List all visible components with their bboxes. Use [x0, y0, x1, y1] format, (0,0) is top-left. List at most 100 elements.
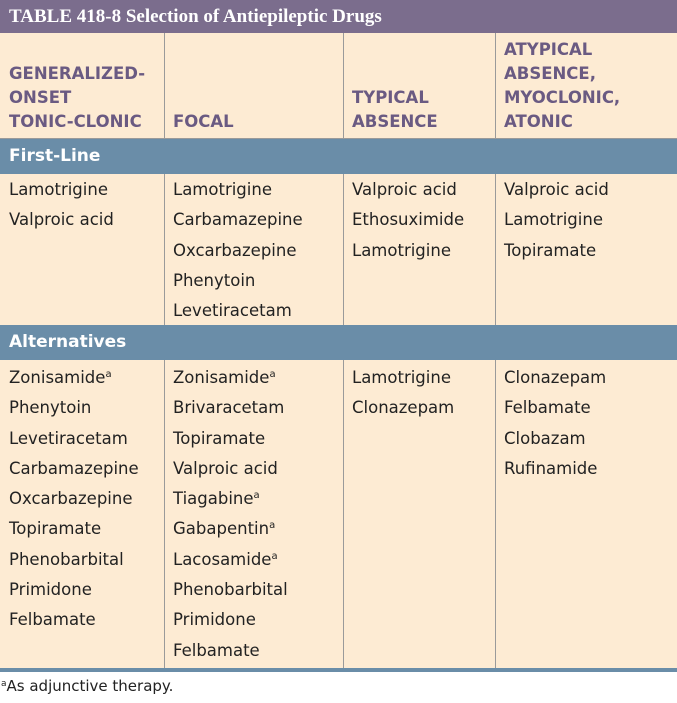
drug-item: Levetiracetam: [9, 424, 139, 454]
drug-name: Oxcarbazepine: [173, 240, 297, 260]
column-divider: [343, 360, 344, 668]
drug-name: Lamotrigine: [504, 210, 603, 230]
drug-name: Felbamate: [504, 398, 591, 418]
drug-item: Phenytoin: [173, 266, 303, 296]
drug-name: Primidone: [173, 610, 256, 630]
drug-item: Felbamate: [173, 636, 288, 666]
drug-name: Valproic acid: [352, 180, 457, 199]
drug-item: Lamotrigine: [504, 205, 609, 235]
drug-name: Gabapentin: [173, 519, 270, 539]
footnote-text: As adjunctive therapy.: [6, 677, 174, 695]
drug-item: Topiramate: [9, 514, 139, 544]
drug-item: Primidone: [9, 575, 139, 605]
section-first-line: First-Line: [0, 139, 677, 174]
drug-name: Phenytoin: [9, 398, 92, 418]
drug-name: Phenobarbital: [173, 580, 288, 600]
header-typical-absence: TYPICAL ABSENCE: [352, 88, 438, 131]
drug-name: Carbamazepine: [9, 458, 139, 478]
drug-name: Ethosuximide: [352, 210, 465, 230]
alternatives-generalized-cell: Zonisamidea Phenytoin Levetiracetam Carbama…: [9, 363, 139, 636]
drug-item: Zonisamidea: [9, 363, 139, 393]
drug-item: Brivaracetam: [173, 393, 288, 423]
drug-name: Lacosamide: [173, 549, 272, 569]
footnote: aAs adjunctive therapy.: [1, 676, 173, 696]
drug-item: Phenobarbital: [173, 575, 288, 605]
drug-name: Lamotrigine: [9, 180, 108, 199]
column-divider: [495, 33, 496, 139]
drug-item: Topiramate: [504, 236, 609, 266]
drug-name: Zonisamide: [173, 368, 270, 387]
footnote-marker: a: [105, 369, 112, 380]
drug-item: Oxcarbazepine: [9, 484, 139, 514]
first-line-focal-cell: Lamotrigine Carbamazepine Oxcarbazepine Phe…: [173, 175, 303, 326]
column-divider: [495, 360, 496, 668]
column-divider: [343, 174, 344, 325]
footnote-marker: a: [271, 550, 278, 562]
drug-item: Zonisamidea: [173, 363, 288, 393]
drug-name: Topiramate: [9, 519, 102, 539]
drug-item: Tiagabinea: [173, 484, 288, 514]
footnote-marker: a: [269, 369, 276, 380]
drug-item: Clobazam: [504, 424, 606, 454]
drug-name: Valproic acid: [504, 180, 609, 199]
drug-name: Felbamate: [9, 610, 96, 630]
drug-name: Levetiracetam: [173, 301, 292, 321]
drug-name: Levetiracetam: [9, 428, 128, 448]
drug-item: Valproic acid: [504, 175, 609, 205]
drug-name: Tiagabine: [173, 489, 254, 509]
drug-name: Phenobarbital: [9, 549, 124, 569]
drug-item: Lamotrigine: [352, 363, 454, 393]
drug-item: Oxcarbazepine: [173, 236, 303, 266]
drug-name: Felbamate: [173, 640, 260, 660]
drug-item: Rufinamide: [504, 454, 606, 484]
drug-name: Oxcarbazepine: [9, 489, 133, 509]
drug-item: Ethosuximide: [352, 205, 464, 235]
drug-name: Valproic acid: [9, 210, 114, 230]
drug-name: Topiramate: [504, 240, 597, 260]
column-divider: [164, 33, 165, 139]
drug-item: Lamotrigine: [173, 175, 303, 205]
drug-name: Clobazam: [504, 428, 586, 448]
drug-item: Clonazepam: [504, 363, 606, 393]
column-divider: [343, 33, 344, 139]
footnote-marker: a: [253, 490, 260, 502]
drug-item: Lamotrigine: [352, 236, 464, 266]
first-line-typical-absence-cell: Valproic acid Ethosuximide Lamotrigine: [352, 175, 464, 266]
drug-item: Phenytoin: [9, 393, 139, 423]
alternatives-atypical-absence-cell: Clonazepam Felbamate Clobazam Rufinamide: [504, 363, 606, 484]
drug-item: Phenobarbital: [9, 545, 139, 575]
header-atypical-absence: ATYPICAL ABSENCE, MYOCLONIC, ATONIC: [504, 40, 621, 131]
drug-item: Carbamazepine: [9, 454, 139, 484]
drug-name: Lamotrigine: [352, 240, 451, 260]
alternatives-typical-absence-cell: Lamotrigine Clonazepam: [352, 363, 454, 424]
drug-name: Valproic acid: [173, 458, 278, 478]
drug-item: Lamotrigine: [9, 175, 114, 205]
drug-name: Zonisamide: [9, 368, 106, 387]
drug-name: Clonazepam: [504, 368, 607, 387]
drug-name: Lamotrigine: [173, 180, 272, 199]
drug-item: Topiramate: [173, 424, 288, 454]
drug-name: Primidone: [9, 580, 92, 600]
header-generalized: GENERALIZED- ONSET TONIC-CLONIC: [9, 64, 146, 131]
drug-item: Carbamazepine: [173, 205, 303, 235]
section-alternatives: Alternatives: [0, 325, 677, 360]
table-bottom-rule: [0, 668, 677, 672]
drug-item: Primidone: [173, 605, 288, 635]
drug-table: GENERALIZED- ONSET TONIC-CLONIC FOCAL TY…: [0, 33, 677, 668]
drug-name: Topiramate: [173, 428, 266, 448]
drug-item: Gabapentina: [173, 514, 288, 544]
alternatives-focal-cell: Zonisamidea Brivaracetam Topiramate Valproi…: [173, 363, 288, 666]
drug-name: Rufinamide: [504, 458, 598, 478]
header-focal: FOCAL: [173, 112, 234, 131]
drug-item: Valproic acid: [173, 454, 288, 484]
drug-item: Clonazepam: [352, 393, 454, 423]
footnote-mark: a: [1, 679, 7, 689]
drug-item: Felbamate: [504, 393, 606, 423]
first-line-atypical-absence-cell: Valproic acid Lamotrigine Topiramate: [504, 175, 609, 266]
drug-name: Phenytoin: [173, 270, 256, 290]
drug-item: Levetiracetam: [173, 296, 303, 326]
drug-name: Carbamazepine: [173, 210, 303, 230]
drug-name: Brivaracetam: [173, 398, 285, 418]
column-divider: [164, 360, 165, 668]
drug-name: Lamotrigine: [352, 368, 451, 387]
